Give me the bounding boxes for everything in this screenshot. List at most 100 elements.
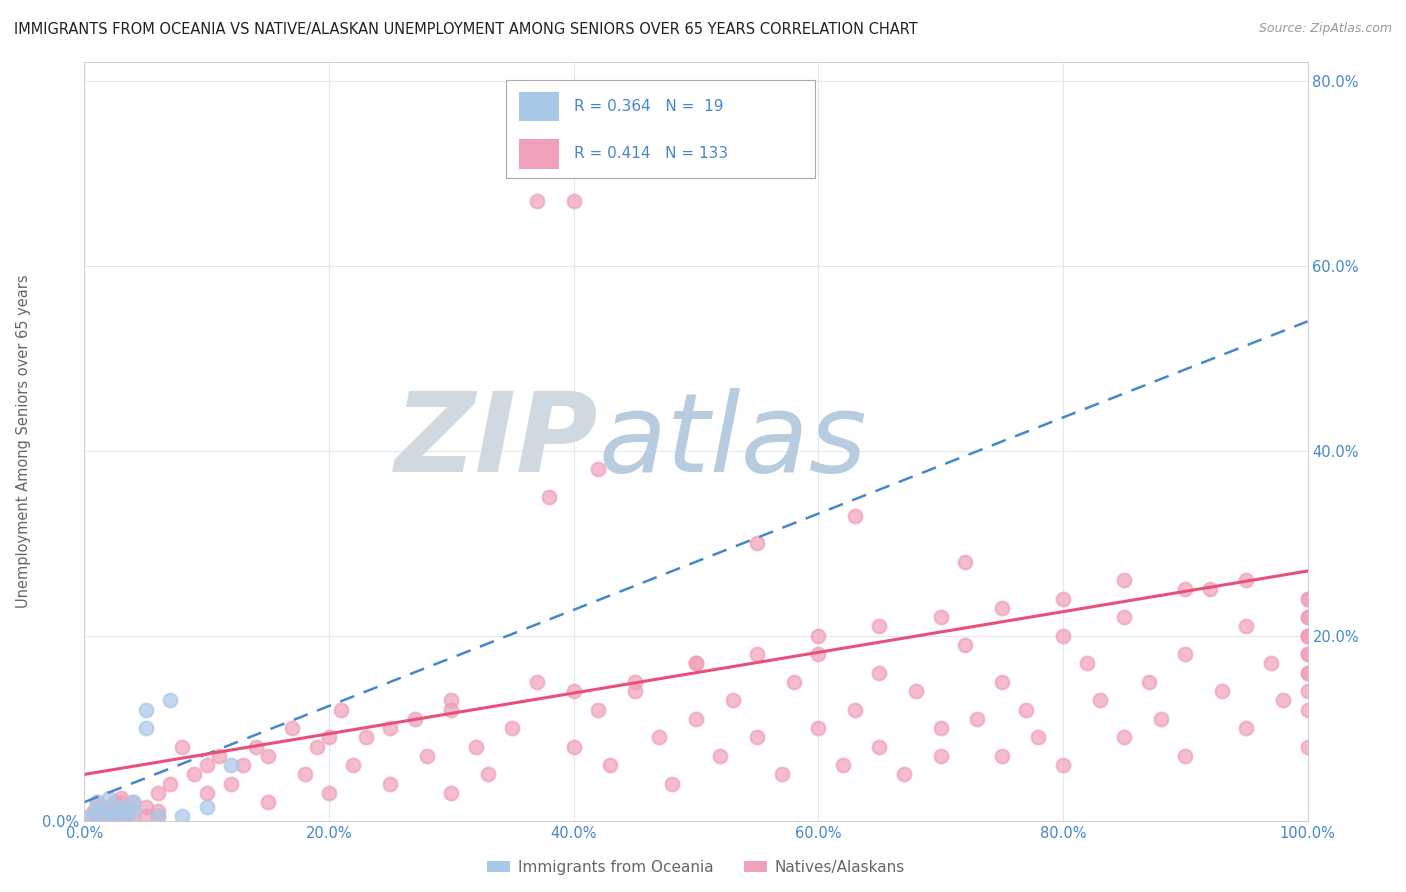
Point [83,805,105,819]
Point [342,758,364,772]
Point [1114,731,1136,745]
Point [172,809,194,823]
Point [929,610,952,624]
Point [1137,675,1160,690]
Point [1114,573,1136,587]
Point [440,693,463,707]
Point [648,731,671,745]
Point [807,647,830,661]
Point [953,555,976,569]
Point [1028,731,1050,745]
Point [869,619,891,633]
Point [110,799,132,814]
Point [1088,693,1111,707]
Text: R = 0.414   N = 133: R = 0.414 N = 133 [574,146,728,161]
Point [1236,721,1258,735]
Point [1296,610,1319,624]
Point [562,684,585,698]
Point [440,786,463,800]
Point [685,712,707,726]
Point [79,809,101,823]
Point [232,758,254,772]
Point [1296,647,1319,661]
Point [586,703,609,717]
Point [404,712,426,726]
Point [104,809,127,823]
Point [146,809,169,823]
Point [1296,665,1319,680]
Point [807,629,830,643]
Point [122,805,145,819]
Point [1052,758,1074,772]
Point [146,809,169,823]
Point [110,790,132,805]
Point [305,739,328,754]
Text: R = 0.364   N =  19: R = 0.364 N = 19 [574,99,724,114]
Point [661,777,683,791]
Text: IMMIGRANTS FROM OCEANIA VS NATIVE/ALASKAN UNEMPLOYMENT AMONG SENIORS OVER 65 YEA: IMMIGRANTS FROM OCEANIA VS NATIVE/ALASKA… [14,22,918,37]
Point [464,739,486,754]
Point [599,758,621,772]
Point [86,795,108,809]
Point [1052,591,1074,606]
Point [844,703,866,717]
Point [195,799,218,814]
Point [281,721,304,735]
Point [1260,657,1282,671]
Point [869,665,891,680]
Point [219,777,242,791]
Point [104,809,127,823]
Y-axis label: Unemployment Among Seniors over 65 years: Unemployment Among Seniors over 65 years [15,275,31,608]
Point [526,194,548,208]
Point [991,601,1014,615]
Point [245,739,267,754]
Point [1198,582,1220,597]
Point [783,675,806,690]
Point [953,638,976,652]
Point [219,758,242,772]
Point [991,675,1014,690]
Point [1052,629,1074,643]
Point [747,647,769,661]
Point [159,777,181,791]
Point [624,675,647,690]
Point [502,721,524,735]
Legend: Immigrants from Oceania, Natives/Alaskans: Immigrants from Oceania, Natives/Alaskan… [481,854,911,881]
Point [135,721,157,735]
Point [526,675,548,690]
Point [1296,591,1319,606]
Point [1296,665,1319,680]
Point [966,712,988,726]
Point [86,795,108,809]
Point [86,805,108,819]
Point [146,786,169,800]
Point [685,657,707,671]
Point [208,748,231,763]
Point [929,748,952,763]
FancyBboxPatch shape [519,92,558,121]
Point [110,795,132,809]
Point [586,462,609,476]
Point [869,739,891,754]
Point [1236,573,1258,587]
Point [747,731,769,745]
Point [562,194,585,208]
Point [721,693,744,707]
Point [104,795,127,809]
Point [685,657,707,671]
Point [195,758,218,772]
Point [905,684,928,698]
Point [91,809,114,823]
Point [1174,748,1197,763]
Point [135,809,157,823]
Point [97,805,120,819]
Point [893,767,915,781]
Point [318,731,340,745]
Point [159,693,181,707]
Point [135,799,157,814]
Point [770,767,793,781]
Point [380,721,402,735]
Point [146,805,169,819]
Point [477,767,499,781]
Point [1150,712,1173,726]
